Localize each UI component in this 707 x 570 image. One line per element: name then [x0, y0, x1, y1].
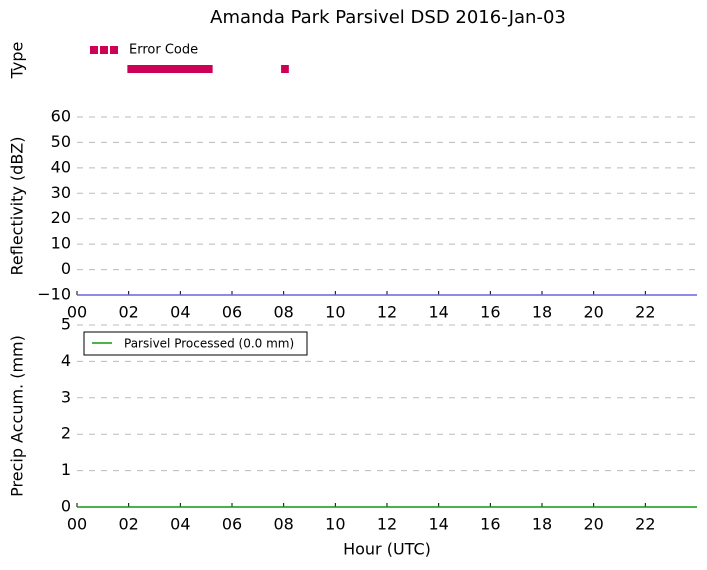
legend-label: Parsivel Processed (0.0 mm)	[124, 337, 294, 351]
y-axis-label: Reflectivity (dBZ)	[8, 137, 27, 276]
y-tick-label: 50	[51, 132, 71, 151]
y-tick-label: 20	[51, 208, 71, 227]
x-tick-label: 00	[67, 515, 87, 534]
x-tick-label: 00	[67, 303, 87, 322]
error-segment	[127, 65, 213, 73]
y-tick-label: 10	[51, 234, 71, 253]
x-tick-label: 16	[480, 303, 500, 322]
x-tick-label: 04	[170, 515, 190, 534]
x-tick-label: 22	[635, 303, 655, 322]
legend-marker	[110, 46, 118, 54]
x-tick-label: 18	[532, 303, 552, 322]
x-tick-label: 10	[325, 515, 345, 534]
y-tick-label: 30	[51, 183, 71, 202]
x-tick-label: 18	[532, 515, 552, 534]
y-tick-label: 2	[61, 424, 71, 443]
x-tick-label: 06	[222, 303, 242, 322]
x-tick-label: 14	[428, 515, 448, 534]
error-segment	[281, 65, 289, 73]
x-tick-label: 12	[377, 303, 397, 322]
x-tick-label: 06	[222, 515, 242, 534]
x-tick-label: 22	[635, 515, 655, 534]
x-tick-label: 08	[273, 515, 293, 534]
x-axis-label: Hour (UTC)	[343, 540, 431, 559]
y-tick-label: 60	[51, 107, 71, 126]
x-tick-label: 12	[377, 515, 397, 534]
y-axis-label: Precip Accum. (mm)	[8, 335, 27, 497]
y-tick-label: 0	[61, 497, 71, 516]
y-tick-label: 4	[61, 351, 71, 370]
y-tick-label: 40	[51, 157, 71, 176]
x-tick-label: 20	[583, 303, 603, 322]
legend-marker	[100, 46, 108, 54]
x-tick-label: 16	[480, 515, 500, 534]
chart-title: Amanda Park Parsivel DSD 2016-Jan-03	[210, 7, 566, 28]
x-tick-label: 02	[118, 515, 138, 534]
legend-marker	[90, 46, 98, 54]
y-tick-label: −10	[37, 285, 71, 304]
y-axis-label: Type	[8, 42, 27, 80]
x-tick-label: 10	[325, 303, 345, 322]
x-tick-label: 04	[170, 303, 190, 322]
y-tick-label: 3	[61, 387, 71, 406]
x-tick-label: 02	[118, 303, 138, 322]
y-tick-label: 1	[61, 460, 71, 479]
x-tick-label: 14	[428, 303, 448, 322]
legend-label: Error Code	[129, 43, 198, 58]
y-tick-label: 0	[61, 259, 71, 278]
x-tick-label: 20	[583, 515, 603, 534]
x-tick-label: 08	[273, 303, 293, 322]
y-tick-label: 5	[61, 315, 71, 334]
legend-box	[83, 331, 308, 356]
